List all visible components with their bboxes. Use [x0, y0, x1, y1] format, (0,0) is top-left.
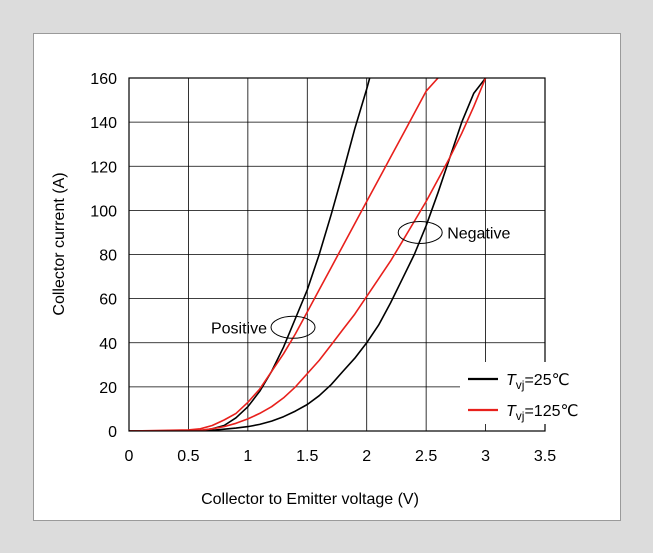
y-tick-label: 60	[99, 292, 117, 309]
x-axis-label: Collector to Emitter voltage (V)	[201, 491, 419, 508]
series-layer	[129, 78, 487, 431]
x-tick-label: 1.5	[296, 448, 318, 465]
annotation-label: Positive	[211, 320, 267, 337]
annotation-ellipse	[397, 220, 443, 244]
x-tick-label: 3	[481, 448, 490, 465]
series-line-1	[129, 78, 371, 431]
annotation-label: Negative	[447, 225, 510, 242]
series-line-3	[129, 78, 439, 431]
y-tick-label: 120	[90, 159, 117, 176]
y-tick-label: 160	[90, 71, 117, 88]
y-tick-label: 20	[99, 380, 117, 397]
legend-box	[460, 362, 602, 424]
legend-label: Tvj=25℃	[506, 372, 570, 392]
series-line-2	[129, 78, 487, 431]
annotation-ellipse	[270, 315, 316, 339]
y-axis-ticks: 0 20 40 60 80 100 120 140 160	[90, 71, 117, 441]
y-tick-label: 80	[99, 248, 117, 265]
x-tick-label: 3.5	[534, 448, 556, 465]
y-tick-label: 40	[99, 336, 117, 353]
chart-panel: 0 0.5 1 1.5 2 2.5 3 3.5 0 20 40 60 80 100 120 140 160 C…	[33, 33, 621, 521]
y-tick-label: 100	[90, 203, 117, 220]
y-tick-label: 0	[108, 424, 117, 441]
x-tick-label: 1	[243, 448, 252, 465]
legend-label: Tvj=125℃	[506, 403, 578, 423]
iv-characteristics-chart: 0 0.5 1 1.5 2 2.5 3 3.5 0 20 40 60 80 100 120 140 160 C…	[51, 71, 602, 508]
y-tick-label: 140	[90, 115, 117, 132]
x-tick-label: 2.5	[415, 448, 437, 465]
plot-area-border	[128, 77, 546, 432]
annotations: Positive Negative	[211, 220, 510, 339]
series-line-4	[129, 78, 487, 431]
x-tick-label: 0	[125, 448, 134, 465]
x-tick-label: 0.5	[177, 448, 199, 465]
legend: Tvj=25℃ Tvj=125℃	[460, 362, 602, 424]
y-axis-label: Collector current (A)	[51, 172, 68, 315]
x-tick-label: 2	[362, 448, 371, 465]
x-axis-ticks: 0 0.5 1 1.5 2 2.5 3 3.5	[125, 448, 557, 465]
